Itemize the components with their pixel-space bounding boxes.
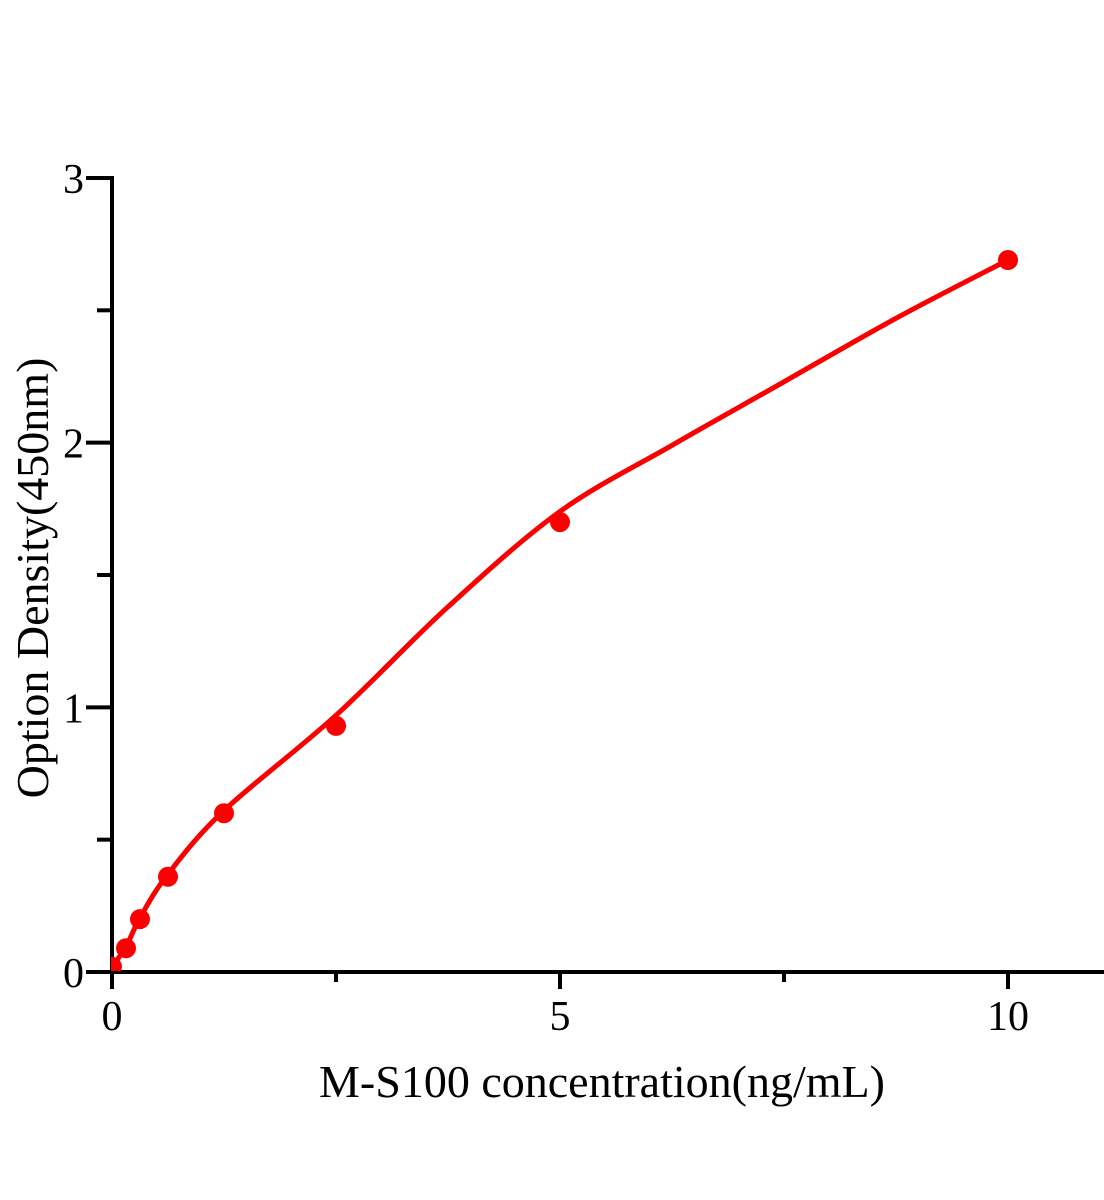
- fit-curve: [111, 257, 1011, 970]
- y-axis: 0 1 2 3: [63, 157, 114, 997]
- x-tick-label-10: 10: [987, 994, 1029, 1040]
- data-point-x2.5: [326, 715, 346, 736]
- y-tick-label-0: 0: [63, 951, 84, 997]
- y-axis-title: Option Density(450nm): [7, 358, 58, 799]
- data-point-x1.25: [214, 803, 234, 824]
- y-tick-label-2: 2: [63, 422, 84, 468]
- data-point-x5: [550, 512, 570, 533]
- data-point-x0.3125: [130, 909, 150, 930]
- data-point-x0.625: [158, 866, 178, 887]
- x-tick-label-0: 0: [102, 994, 123, 1040]
- y-tick-label-1: 1: [63, 686, 84, 732]
- data-points: [111, 250, 1018, 971]
- x-axis-title: M-S100 concentration(ng/mL): [319, 1056, 885, 1107]
- y-tick-label-3: 3: [63, 157, 84, 203]
- data-point-x0.156: [116, 938, 136, 959]
- x-tick-label-5: 5: [550, 994, 571, 1040]
- data-point-x0: [111, 956, 122, 971]
- data-point-x10: [998, 250, 1018, 270]
- x-axis: 0 5 10: [102, 970, 1104, 1040]
